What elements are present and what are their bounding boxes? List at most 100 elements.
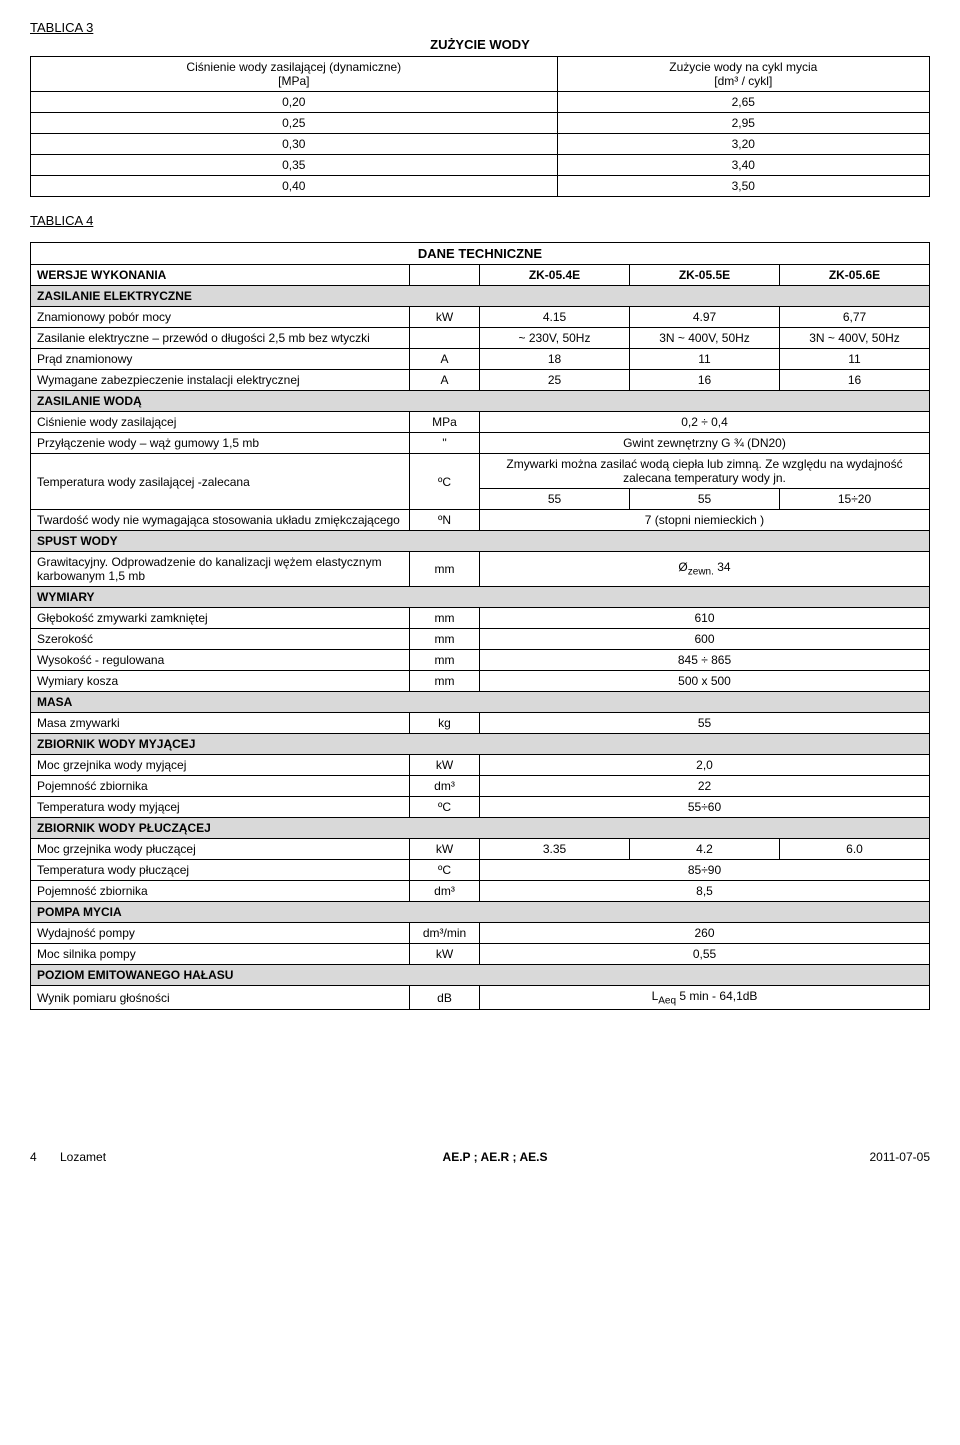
section-electrical: ZASILANIE ELEKTRYCZNE <box>31 286 930 307</box>
version-1: ZK-05.5E <box>630 265 780 286</box>
t3-col2-header-text: Zużycie wody na cykl mycia [dm³ / cykl] <box>669 60 817 88</box>
section-mass: MASA <box>31 692 930 713</box>
r2-v2: 3N ~ 400V, 50Hz <box>780 328 930 349</box>
r14-unit: kg <box>410 713 480 734</box>
t3-col2-header: Zużycie wody na cykl mycia [dm³ / cykl] <box>557 57 929 92</box>
table4: DANE TECHNICZNE WERSJE WYKONANIA ZK-05.4… <box>30 242 930 1010</box>
r17-label: Temperatura wody myjącej <box>31 797 410 818</box>
t3-cell: 3,40 <box>557 155 929 176</box>
r18-unit: kW <box>410 839 480 860</box>
r8-label: Twardość wody nie wymagająca stosowania … <box>31 510 410 531</box>
r12-val: 845 ÷ 865 <box>480 650 930 671</box>
r20-unit: dm³ <box>410 881 480 902</box>
r22-val: 0,55 <box>480 944 930 965</box>
version-2: ZK-05.6E <box>780 265 930 286</box>
t3-cell: 2,65 <box>557 92 929 113</box>
r13-unit: mm <box>410 671 480 692</box>
r15-unit: kW <box>410 755 480 776</box>
table3: Ciśnienie wody zasilającej (dynamiczne) … <box>30 56 930 197</box>
r1-unit: kW <box>410 307 480 328</box>
t3-cell: 0,20 <box>31 92 558 113</box>
r8-unit: ºN <box>410 510 480 531</box>
r1-v2: 6,77 <box>780 307 930 328</box>
section-water-supply: ZASILANIE WODĄ <box>31 391 930 412</box>
r7-unit: ºC <box>410 454 480 510</box>
r22-unit: kW <box>410 944 480 965</box>
r7-v0: 55 <box>480 489 630 510</box>
section-dimensions: WYMIARY <box>31 587 930 608</box>
r21-unit: dm³/min <box>410 923 480 944</box>
r3-label: Prąd znamionowy <box>31 349 410 370</box>
r8-val: 7 (stopni niemieckich ) <box>480 510 930 531</box>
version-0: ZK-05.4E <box>480 265 630 286</box>
r1-v1: 4.97 <box>630 307 780 328</box>
t3-col1-header: Ciśnienie wody zasilającej (dynamiczne) … <box>31 57 558 92</box>
t3-cell: 3,20 <box>557 134 929 155</box>
r19-val: 85÷90 <box>480 860 930 881</box>
footer-right: 2011-07-05 <box>810 1150 930 1164</box>
r21-label: Wydajność pompy <box>31 923 410 944</box>
t3-cell: 0,30 <box>31 134 558 155</box>
r12-label: Wysokość - regulowana <box>31 650 410 671</box>
table4-label: TABLICA 4 <box>30 213 930 228</box>
r10-label: Głębokość zmywarki zamkniętej <box>31 608 410 629</box>
r9-label: Grawitacyjny. Odprowadzenie do kanalizac… <box>31 552 410 587</box>
r23-label: Wynik pomiaru głośności <box>31 986 410 1010</box>
r16-label: Pojemność zbiornika <box>31 776 410 797</box>
r17-unit: ºC <box>410 797 480 818</box>
r5-label: Ciśnienie wody zasilającej <box>31 412 410 433</box>
t3-cell: 2,95 <box>557 113 929 134</box>
table4-title: DANE TECHNICZNE <box>31 243 930 265</box>
r3-v0: 18 <box>480 349 630 370</box>
r20-label: Pojemność zbiornika <box>31 881 410 902</box>
r6-unit: '' <box>410 433 480 454</box>
r10-val: 610 <box>480 608 930 629</box>
r17-val: 55÷60 <box>480 797 930 818</box>
t3-cell: 0,25 <box>31 113 558 134</box>
r6-label: Przyłączenie wody – wąż gumowy 1,5 mb <box>31 433 410 454</box>
r3-unit: A <box>410 349 480 370</box>
r3-v2: 11 <box>780 349 930 370</box>
r20-val: 8,5 <box>480 881 930 902</box>
r4-v0: 25 <box>480 370 630 391</box>
r4-v1: 16 <box>630 370 780 391</box>
r2-label: Zasilanie elektryczne – przewód o długoś… <box>31 328 410 349</box>
r11-label: Szerokość <box>31 629 410 650</box>
section-pump: POMPA MYCIA <box>31 902 930 923</box>
r18-v1: 4.2 <box>630 839 780 860</box>
footer-left: Lozamet <box>60 1150 180 1164</box>
r2-v0: ~ 230V, 50Hz <box>480 328 630 349</box>
section-drain: SPUST WODY <box>31 531 930 552</box>
r13-label: Wymiary kosza <box>31 671 410 692</box>
r11-val: 600 <box>480 629 930 650</box>
r5-unit: MPa <box>410 412 480 433</box>
r4-label: Wymagane zabezpieczenie instalacji elekt… <box>31 370 410 391</box>
r15-label: Moc grzejnika wody myjącej <box>31 755 410 776</box>
r6-val: Gwint zewnętrzny G ¾ (DN20) <box>480 433 930 454</box>
r2-unit <box>410 328 480 349</box>
section-wash-tank: ZBIORNIK WODY MYJĄCEJ <box>31 734 930 755</box>
table3-label: TABLICA 3 <box>30 20 930 35</box>
r7-label: Temperatura wody zasilającej -zalecana <box>31 454 410 510</box>
r9-unit: mm <box>410 552 480 587</box>
r14-val: 55 <box>480 713 930 734</box>
r4-unit: A <box>410 370 480 391</box>
r1-label: Znamionowy pobór mocy <box>31 307 410 328</box>
r4-v2: 16 <box>780 370 930 391</box>
table3-title: ZUŻYCIE WODY <box>30 37 930 52</box>
r21-val: 260 <box>480 923 930 944</box>
empty-unit <box>410 265 480 286</box>
t3-cell: 3,50 <box>557 176 929 197</box>
t3-cell: 0,35 <box>31 155 558 176</box>
section-noise: POZIOM EMITOWANEGO HAŁASU <box>31 965 930 986</box>
footer-center: AE.P ; AE.R ; AE.S <box>180 1150 810 1164</box>
r7-v2: 15÷20 <box>780 489 930 510</box>
r15-val: 2,0 <box>480 755 930 776</box>
r18-label: Moc grzejnika wody płuczącej <box>31 839 410 860</box>
r11-unit: mm <box>410 629 480 650</box>
versions-label: WERSJE WYKONANIA <box>31 265 410 286</box>
r18-v2: 6.0 <box>780 839 930 860</box>
r3-v1: 11 <box>630 349 780 370</box>
section-rinse-tank: ZBIORNIK WODY PŁUCZĄCEJ <box>31 818 930 839</box>
r23-unit: dB <box>410 986 480 1010</box>
